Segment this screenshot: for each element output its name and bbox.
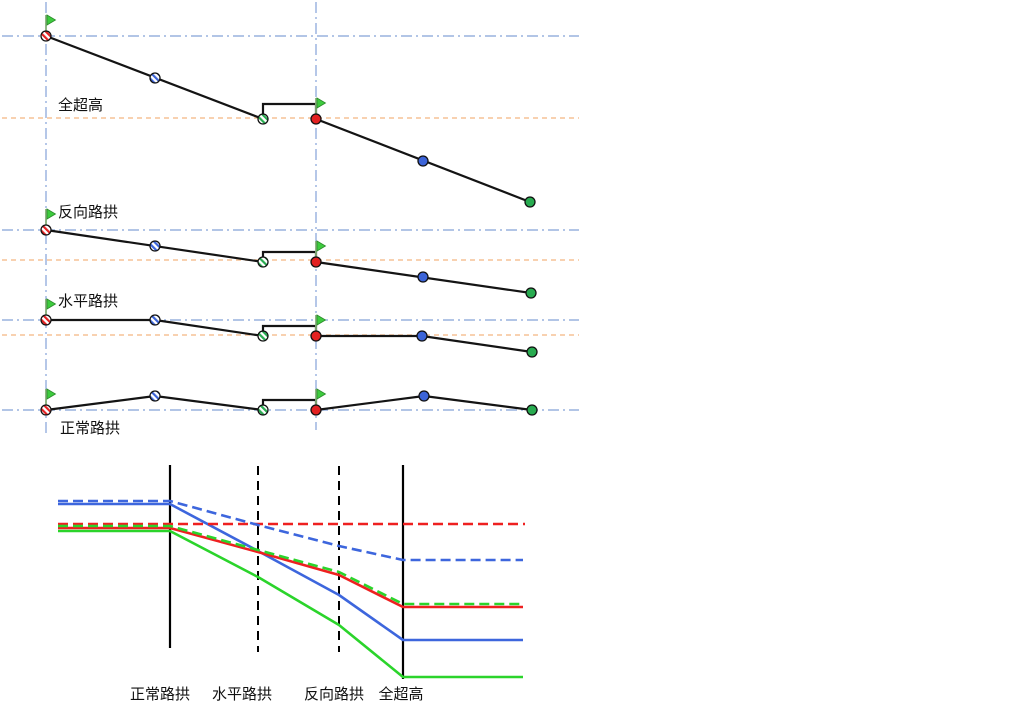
section-label-reverse-crown: 反向路拱 — [58, 203, 119, 221]
point-marker-blue-solid[interactable] — [418, 390, 430, 402]
section-label-flat-crown: 水平路拱 — [58, 292, 119, 310]
flag-icon[interactable] — [45, 208, 57, 227]
point-marker-green-solid[interactable] — [525, 287, 537, 299]
flag-icon[interactable] — [315, 388, 327, 407]
station-label-full-superelevation: 全超高 — [378, 685, 424, 703]
point-marker-blue-solid[interactable] — [417, 271, 429, 283]
point-marker-green-solid[interactable] — [526, 404, 538, 416]
section-label-full-superelevation: 全超高 — [58, 96, 104, 114]
flag-icon[interactable] — [45, 14, 57, 33]
station-label-flat-crown: 水平路拱 — [211, 685, 273, 703]
road-surface-line — [45, 228, 532, 295]
flag-pennant — [46, 14, 57, 26]
series-blue-dashed — [58, 499, 523, 562]
point-marker-green-hatched[interactable] — [257, 256, 269, 268]
point-marker-red-hatched[interactable] — [40, 314, 52, 326]
road-surface-line — [45, 394, 533, 412]
point-marker-blue-solid[interactable] — [416, 330, 428, 342]
point-marker-blue-solid[interactable] — [417, 155, 429, 167]
point-marker-green-hatched[interactable] — [257, 330, 269, 342]
point-marker-red-solid[interactable] — [310, 113, 322, 125]
flag-pennant — [46, 208, 57, 220]
point-marker-green-hatched[interactable] — [257, 113, 269, 125]
series-green-dashed — [58, 524, 523, 606]
flag-icon[interactable] — [45, 388, 57, 407]
flag-icon[interactable] — [315, 97, 327, 116]
point-marker-red-solid[interactable] — [310, 404, 322, 416]
station-label-reverse-crown: 反向路拱 — [303, 685, 365, 703]
point-marker-blue-hatched[interactable] — [149, 240, 161, 252]
series-green-solid — [58, 529, 523, 679]
road-surface-line — [45, 34, 531, 204]
road-surface-line — [46, 318, 533, 354]
flag-icon[interactable] — [45, 298, 57, 317]
point-marker-red-solid[interactable] — [310, 330, 322, 342]
flag-pennant — [316, 240, 327, 252]
point-marker-blue-hatched[interactable] — [149, 390, 161, 402]
series-red-solid — [58, 526, 523, 609]
point-marker-green-solid[interactable] — [524, 196, 536, 208]
point-marker-red-solid[interactable] — [310, 256, 322, 268]
flag-pennant — [316, 388, 327, 400]
point-marker-red-hatched[interactable] — [40, 224, 52, 236]
flag-icon[interactable] — [315, 314, 327, 333]
section-label-normal-crown: 正常路拱 — [60, 419, 121, 437]
series-blue-solid — [58, 502, 523, 642]
flag-icon[interactable] — [315, 240, 327, 259]
flag-pennant — [46, 298, 57, 310]
point-marker-blue-hatched[interactable] — [149, 72, 161, 84]
point-marker-red-hatched[interactable] — [40, 30, 52, 42]
station-label-normal-crown: 正常路拱 — [129, 685, 191, 703]
flag-pennant — [316, 314, 327, 326]
point-marker-green-hatched[interactable] — [257, 404, 269, 416]
point-marker-blue-hatched[interactable] — [149, 314, 161, 326]
point-marker-green-solid[interactable] — [526, 346, 538, 358]
point-marker-red-hatched[interactable] — [40, 404, 52, 416]
flag-pennant — [316, 97, 327, 109]
flag-pennant — [46, 388, 57, 400]
